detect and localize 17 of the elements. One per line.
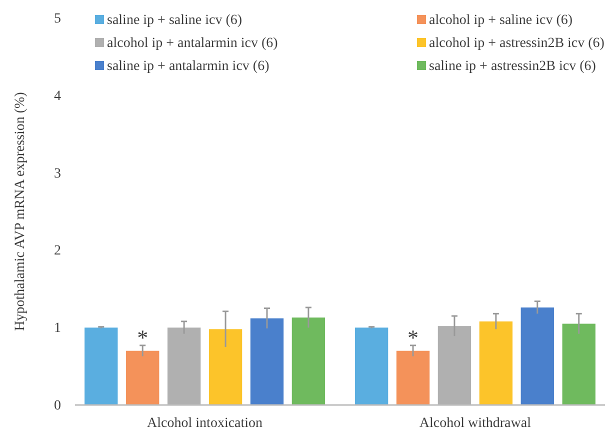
x-tick-label: Alcohol withdrawal xyxy=(419,416,532,431)
legend-label: saline ip + antalarmin icv (6) xyxy=(107,59,270,74)
legend-label: saline ip + saline icv (6) xyxy=(107,13,242,28)
y-tick-label: 1 xyxy=(54,321,61,336)
y-tick-label: 0 xyxy=(54,398,61,414)
y-tick-label: 2 xyxy=(54,244,61,259)
legend-label: saline ip + astressin2B icv (6) xyxy=(429,59,596,74)
annotation: * xyxy=(137,324,148,350)
y-tick-label: 3 xyxy=(54,166,61,182)
legend-label: alcohol ip + antalarmin icv (6) xyxy=(107,36,278,51)
y-tick-label: 4 xyxy=(54,88,61,104)
annotation: * xyxy=(408,324,419,350)
legend-label: alcohol ip + saline icv (6) xyxy=(429,13,573,28)
y-axis-title: Hypothalamic AVP mRNA expression (%) xyxy=(13,92,28,331)
y-tick-label: 5 xyxy=(54,11,61,26)
legend-label: alcohol ip + astressin2B icv (6) xyxy=(429,36,605,51)
x-tick-label: Alcohol intoxication xyxy=(147,416,263,431)
